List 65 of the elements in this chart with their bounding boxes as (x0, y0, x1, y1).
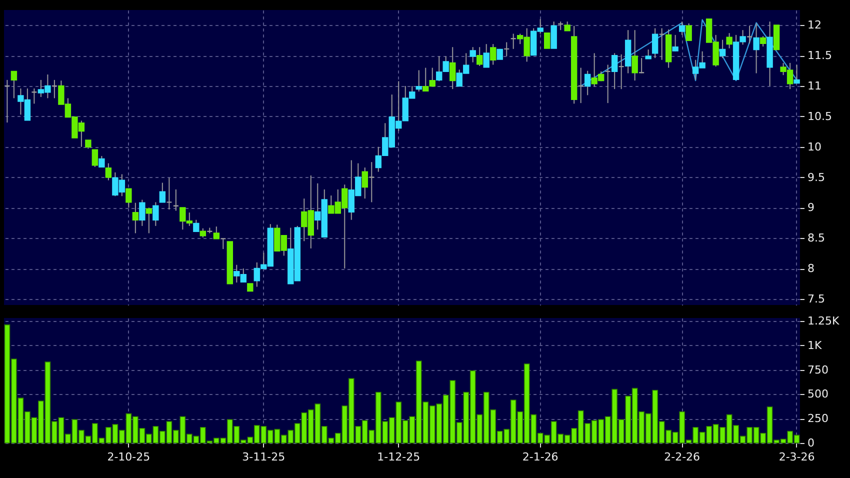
candlestick (51, 79, 58, 99)
candlestick (686, 22, 692, 42)
y-tick-label: 12 (808, 18, 822, 32)
candlestick (132, 202, 139, 234)
candlestick (564, 21, 570, 32)
x-tick-label: 2-3-26 (778, 450, 815, 464)
candlestick (105, 162, 112, 181)
candlestick (794, 64, 800, 84)
y-tick-label: 10.5 (808, 110, 832, 123)
y-tick-label: 1K (808, 338, 822, 352)
candlestick (172, 188, 180, 212)
candlestick (726, 32, 732, 49)
y-tick-label: 1.25K (808, 314, 840, 328)
candlestick (760, 36, 766, 47)
y-tick-label: 8.5 (808, 232, 825, 245)
candlestick (416, 70, 422, 92)
candlestick (193, 219, 200, 232)
y-tick-label: 0 (808, 436, 814, 450)
y-tick-label: 9 (808, 201, 814, 214)
candlestick (658, 28, 665, 60)
candlestick (152, 202, 159, 226)
candlestick (672, 34, 678, 52)
candlestick (645, 49, 652, 60)
y-tick-label: 250 (808, 412, 828, 426)
candlestick (638, 58, 645, 74)
x-tick-label: 1-12-25 (377, 450, 420, 464)
candlestick (719, 39, 726, 59)
candlestick (146, 207, 152, 234)
candlestick (678, 21, 686, 36)
candlestick (126, 188, 132, 208)
candlestick (746, 25, 753, 44)
x-tick-label: 2-2-26 (664, 450, 700, 464)
candlestick (98, 155, 105, 168)
y-tick-label: 500 (808, 388, 828, 401)
x-tick-label: 3-11-25 (242, 450, 286, 464)
x-tick-label: 2-10-25 (107, 450, 150, 464)
candlestick (504, 42, 510, 57)
y-tick-label: 11.5 (808, 49, 832, 62)
y-tick-label: 7.5 (808, 292, 825, 306)
y-tick-label: 8 (808, 262, 814, 276)
candlestick (220, 238, 226, 250)
candlestick (31, 88, 38, 104)
candlestick (490, 44, 496, 66)
candlestick (450, 46, 456, 90)
candlestick (544, 32, 550, 49)
candlestick (476, 46, 483, 66)
candlestick (483, 44, 490, 68)
x-tick-label: 2-1-26 (522, 450, 558, 464)
y-tick-label: 10 (808, 140, 822, 154)
candlestick (578, 67, 584, 104)
y-tick-label: 9.5 (808, 170, 825, 184)
candlestick (550, 21, 557, 49)
candlestick (166, 177, 172, 210)
candlestick (510, 33, 516, 50)
y-tick-label: 11 (808, 80, 822, 93)
candlestick (4, 79, 10, 124)
candlestick (139, 199, 146, 226)
candlestick (618, 54, 624, 90)
candlestick (604, 64, 611, 104)
candlestick (368, 162, 375, 203)
y-tick-label: 750 (808, 363, 828, 376)
candlestick (10, 70, 18, 99)
candlestick (753, 22, 760, 74)
candlestick (92, 149, 98, 168)
candlestick (470, 46, 476, 63)
